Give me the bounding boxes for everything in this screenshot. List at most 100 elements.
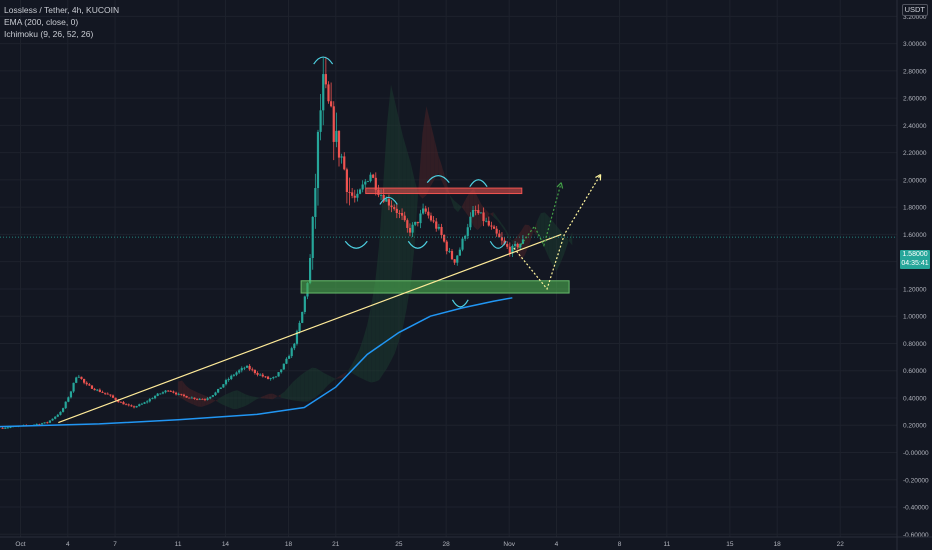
current-price-tag: 1.58000 04:35:41 [900,250,930,269]
time-tick-label: 18 [774,541,782,548]
time-tick-label: 4 [66,541,70,548]
candle-body [372,174,375,178]
price-tick-label: 2.80000 [903,68,927,75]
candle [248,364,251,371]
candle [151,397,154,400]
candle-body [319,110,322,132]
candle-body [427,211,430,216]
symbol-title[interactable]: Lossless / Tether, 4h, KUCOIN [4,5,120,15]
candle-body [240,368,243,371]
price-tick-label: 1.00000 [903,314,927,321]
candle [345,167,348,204]
cloud-segment [316,368,321,397]
candle-body [450,251,454,260]
candle [487,216,490,227]
cloud-segment [245,394,250,407]
candle-body [348,192,351,193]
time-tick-label: 15 [726,541,734,548]
time-tick-label: 8 [618,541,622,548]
candle-body [519,243,522,248]
candle-body [445,241,448,252]
candle-body [353,195,356,198]
candle [114,397,117,401]
candle-body [521,239,525,244]
candle [1,427,4,429]
candle-body [230,375,233,380]
candle-body [327,84,330,102]
candle [411,222,414,237]
candle [308,254,312,285]
candle-body [174,392,178,395]
candle [343,152,346,171]
candle [361,180,364,193]
cloud-segment [249,395,254,404]
candle [266,375,270,380]
currency-selector[interactable]: USDT [901,4,928,16]
candle-body [398,212,401,214]
candle [98,388,101,393]
time-tick-label: 11 [663,541,670,548]
candle-body [298,322,301,332]
candle [90,385,94,389]
candle-body [224,380,228,385]
candle-body [90,385,94,389]
candle-body [1,427,4,429]
candle [54,416,57,420]
candle [224,378,228,386]
candle [322,57,325,126]
candle [4,427,7,429]
price-tick-label: 2.20000 [903,150,927,157]
price-tick-label: 0.80000 [903,341,927,348]
candle [217,388,220,394]
cloud-segment [544,212,549,258]
candle [335,112,338,148]
candle-body [280,369,283,373]
candle [119,401,122,403]
candle [140,402,144,405]
candle-body [122,402,125,405]
candle-body [4,427,7,429]
candle-body [256,373,259,375]
candle [177,392,180,396]
candle [477,204,480,215]
candle [156,392,159,397]
candle [195,398,199,401]
candle [75,376,78,384]
candle-body [285,358,288,364]
candle-body [40,423,44,425]
candle [64,401,67,410]
candle [364,179,367,188]
candle-body [51,418,54,421]
candle [96,388,99,392]
candle-body [245,365,249,368]
candle [435,218,438,232]
candle [456,255,459,266]
candles [1,56,525,429]
cloud-segment [548,216,553,265]
candle-body [169,391,172,392]
cloud-segment [367,305,372,383]
cloud-segment [296,375,301,402]
candle [366,180,370,183]
candle [101,390,104,393]
candle-body [180,393,183,395]
ichimoku-indicator-label[interactable]: Ichimoku (9, 26, 52, 26) [4,29,94,39]
candle-body [67,397,70,402]
candle-body [206,398,209,400]
candle [274,376,278,378]
candle [453,258,456,265]
candle [358,188,362,195]
candle-body [109,394,112,396]
candle [332,101,335,161]
candle-body [419,213,422,224]
cloud-segment [186,385,190,404]
candle [206,397,209,401]
candle-body [96,389,99,391]
candle-body [471,210,475,217]
chart-legend: Lossless / Tether, 4h, KUCOIN EMA (200, … [4,4,119,40]
ema-indicator-label[interactable]: EMA (200, close, 0) [4,17,79,27]
candle-body [492,226,496,229]
candle [372,173,375,179]
